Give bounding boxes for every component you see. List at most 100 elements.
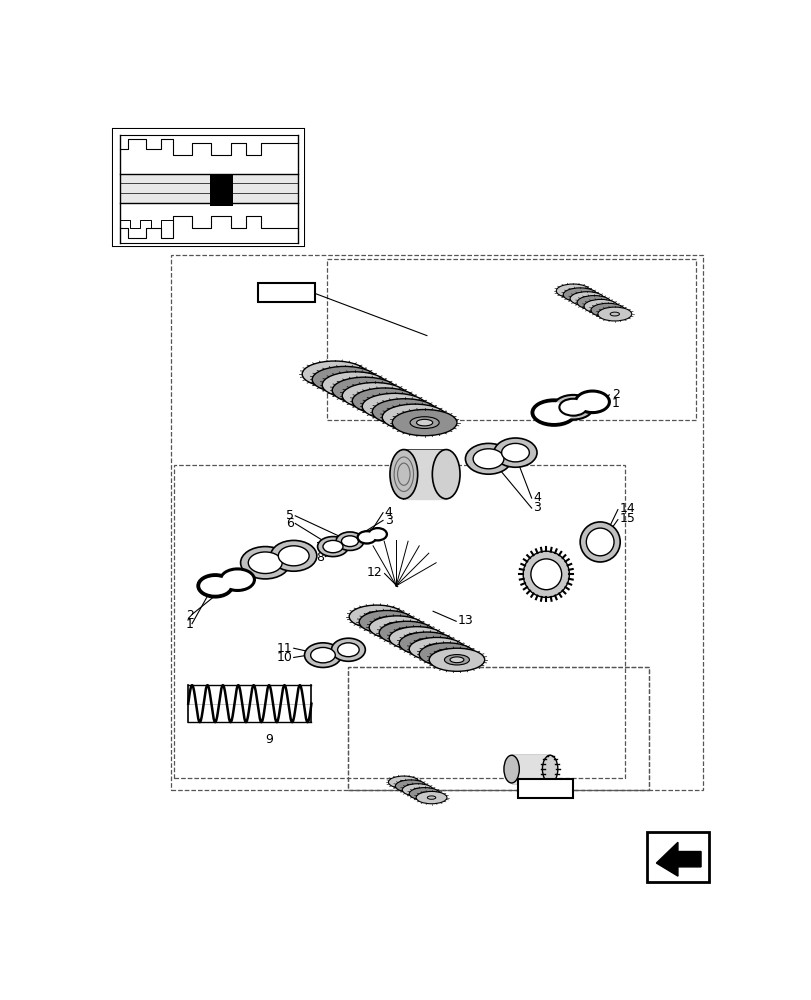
Ellipse shape	[493, 438, 536, 467]
Text: 11: 11	[276, 642, 292, 655]
Ellipse shape	[579, 522, 620, 562]
Bar	[174, 465, 624, 778]
Bar	[348, 667, 648, 790]
Ellipse shape	[404, 633, 429, 643]
Ellipse shape	[200, 577, 230, 595]
Ellipse shape	[563, 288, 596, 302]
Ellipse shape	[371, 399, 436, 425]
Ellipse shape	[359, 390, 388, 402]
Ellipse shape	[429, 648, 484, 671]
Text: PAG. 9: PAG. 9	[519, 781, 570, 795]
Ellipse shape	[406, 784, 414, 788]
Ellipse shape	[406, 414, 423, 420]
Ellipse shape	[603, 308, 611, 312]
Ellipse shape	[323, 540, 342, 553]
Ellipse shape	[589, 301, 598, 304]
Ellipse shape	[219, 567, 255, 592]
Ellipse shape	[317, 537, 348, 557]
Ellipse shape	[396, 409, 412, 415]
Ellipse shape	[595, 304, 605, 308]
Ellipse shape	[577, 296, 610, 309]
Ellipse shape	[590, 303, 624, 317]
Text: 1: 1	[611, 397, 619, 410]
Bar	[171, 255, 702, 790]
Text: 4: 4	[209, 576, 217, 588]
Bar	[348, 667, 648, 790]
Ellipse shape	[416, 419, 432, 426]
Ellipse shape	[311, 647, 335, 663]
Ellipse shape	[530, 398, 577, 427]
Bar	[257, 283, 314, 302]
Circle shape	[530, 559, 561, 590]
Text: 3: 3	[209, 585, 217, 598]
Ellipse shape	[340, 379, 369, 391]
Ellipse shape	[413, 788, 422, 792]
Ellipse shape	[356, 530, 377, 545]
Ellipse shape	[369, 616, 424, 639]
Ellipse shape	[366, 392, 382, 399]
Ellipse shape	[414, 638, 439, 649]
Text: PAG. 7: PAG. 7	[260, 285, 311, 299]
Ellipse shape	[424, 644, 448, 654]
Ellipse shape	[270, 540, 316, 571]
Ellipse shape	[331, 638, 365, 661]
Ellipse shape	[388, 627, 444, 650]
Ellipse shape	[410, 417, 439, 429]
Text: 3: 3	[384, 514, 392, 527]
Text: 6: 6	[285, 517, 294, 530]
Ellipse shape	[369, 529, 385, 539]
Polygon shape	[511, 755, 550, 783]
Ellipse shape	[434, 649, 459, 660]
Ellipse shape	[501, 443, 529, 462]
Ellipse shape	[388, 776, 418, 788]
Ellipse shape	[386, 403, 402, 410]
Ellipse shape	[358, 532, 375, 542]
Ellipse shape	[575, 293, 584, 297]
Ellipse shape	[449, 657, 463, 663]
Bar	[517, 779, 573, 798]
Ellipse shape	[430, 646, 444, 652]
Ellipse shape	[341, 383, 406, 409]
Ellipse shape	[427, 796, 436, 799]
Ellipse shape	[597, 307, 631, 321]
Ellipse shape	[367, 527, 388, 542]
Ellipse shape	[374, 617, 399, 627]
Ellipse shape	[240, 547, 290, 579]
Ellipse shape	[304, 643, 341, 667]
Ellipse shape	[384, 622, 409, 633]
Ellipse shape	[389, 406, 418, 418]
Ellipse shape	[440, 651, 453, 657]
Ellipse shape	[332, 377, 397, 403]
Text: 2: 2	[186, 609, 194, 622]
Text: 2: 2	[611, 388, 619, 401]
Ellipse shape	[379, 621, 434, 644]
Ellipse shape	[586, 528, 613, 556]
Text: 3: 3	[533, 501, 540, 514]
Ellipse shape	[349, 605, 404, 628]
Ellipse shape	[376, 398, 393, 404]
Ellipse shape	[346, 382, 363, 388]
Ellipse shape	[416, 791, 446, 804]
Ellipse shape	[400, 411, 429, 423]
Ellipse shape	[364, 611, 389, 622]
Ellipse shape	[583, 299, 617, 313]
Ellipse shape	[322, 372, 386, 398]
Ellipse shape	[389, 625, 403, 630]
Ellipse shape	[341, 536, 358, 547]
Ellipse shape	[389, 450, 417, 499]
Text: 9: 9	[265, 733, 272, 746]
Ellipse shape	[311, 366, 376, 393]
Ellipse shape	[320, 368, 349, 380]
Ellipse shape	[399, 632, 454, 655]
Polygon shape	[655, 842, 700, 876]
Text: 12: 12	[366, 566, 382, 579]
Ellipse shape	[370, 395, 399, 407]
Ellipse shape	[420, 792, 428, 795]
Ellipse shape	[410, 635, 423, 641]
Ellipse shape	[362, 393, 427, 420]
Ellipse shape	[431, 450, 460, 499]
Ellipse shape	[473, 449, 504, 469]
Ellipse shape	[395, 780, 426, 792]
Ellipse shape	[222, 570, 252, 589]
Text: 14: 14	[619, 502, 634, 515]
